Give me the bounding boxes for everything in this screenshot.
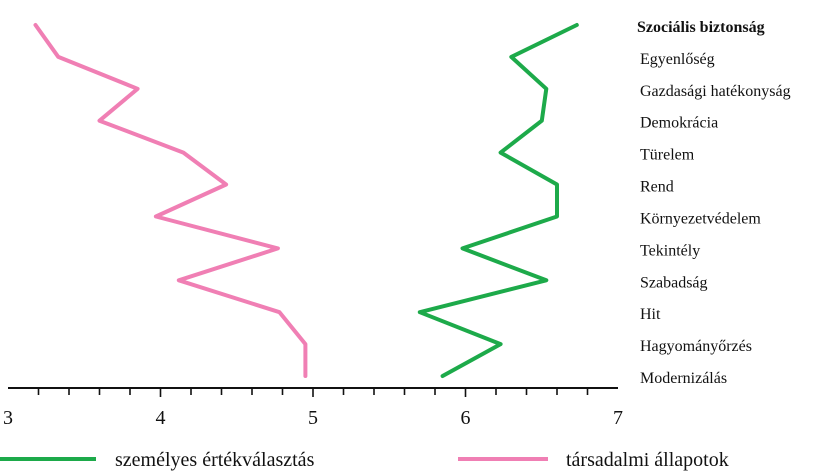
series-line-1 [417,23,579,378]
category-label: Gazdasági hatékonyság [640,83,791,100]
category-label: Rend [640,179,674,196]
category-label: Tekintély [640,242,700,259]
category-label: Szabadság [640,274,708,291]
category-labels: Szociális biztonság Egyenlőség Gazdasági h… [637,19,791,387]
category-label: Környezetvédelem [640,210,761,227]
x-tick-label: 3 [3,407,13,429]
x-tick-label: 5 [308,407,318,429]
legend: személyes értékválasztás társadalmi állap… [0,449,729,471]
category-label: Modernizálás [640,370,727,387]
series-line-2 [33,23,308,378]
legend-label-2: társadalmi állapotok [566,449,729,471]
category-label: Türelem [640,147,695,164]
category-label: Szociális biztonság [637,19,765,36]
series-group [33,23,579,378]
x-tick-label: 7 [613,407,623,429]
x-axis-ticks: 3 4 5 6 7 [3,388,623,429]
category-label: Egyenlőség [640,51,715,68]
x-tick-label: 6 [461,407,471,429]
legend-label-1: személyes értékválasztás [115,449,315,471]
x-tick-label: 4 [156,407,166,429]
category-label: Hagyományőrzés [640,338,752,355]
category-label: Hit [640,306,661,323]
category-label: Demokrácia [640,115,718,132]
